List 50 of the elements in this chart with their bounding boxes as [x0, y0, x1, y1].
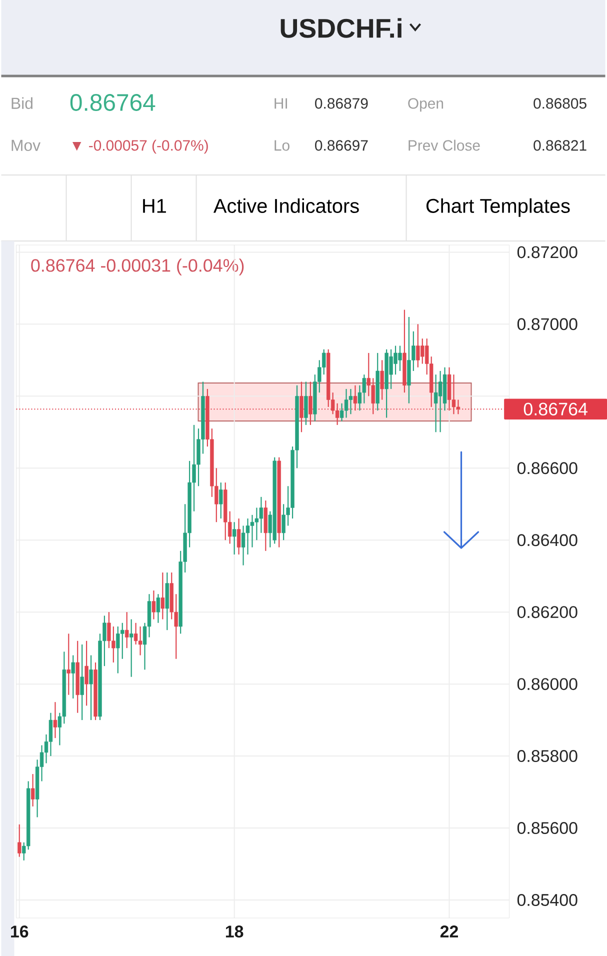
- text: Active Indicators: [213, 198, 359, 213]
- y-tick-label: 0.87000: [517, 318, 578, 330]
- y-tick-label: 0.85800: [517, 750, 578, 762]
- candlestick: [232, 522, 236, 556]
- candlestick: [380, 360, 384, 400]
- candlestick: [304, 381, 308, 426]
- candlestick: [138, 626, 142, 656]
- candlestick: [18, 824, 22, 858]
- y-tick-label: 0.85400: [517, 894, 578, 906]
- candlestick: [160, 572, 164, 620]
- y-tick-label: 0.86600: [517, 462, 578, 474]
- text: Open: [408, 98, 444, 112]
- text: 0.86879: [315, 98, 368, 109]
- x-tick-label: 18: [226, 926, 244, 938]
- text: 0.86764 -0.00031 (-0.04%): [31, 258, 244, 276]
- text: Bid: [12, 97, 32, 109]
- candlestick: [120, 622, 124, 660]
- text: H1: [143, 199, 166, 213]
- candlestick: [152, 590, 156, 620]
- text: 0.86821: [534, 140, 586, 151]
- chart-title: USDCHF.i: [280, 18, 402, 38]
- candlestick: [71, 654, 75, 700]
- y-tick-label: 0.87200: [517, 246, 578, 258]
- candlestick: [156, 594, 160, 624]
- text: HI: [274, 98, 287, 109]
- candlestick: [84, 640, 88, 706]
- candlestick: [80, 644, 84, 721]
- candlestick: [124, 612, 129, 649]
- y-tick-label: 0.85600: [517, 822, 578, 834]
- text: 0.86764: [70, 94, 156, 111]
- candlestick: [30, 773, 35, 807]
- text: 0.86805: [534, 98, 586, 109]
- candlestick: [66, 633, 70, 696]
- y-tick-label: 0.86000: [517, 678, 578, 690]
- candlestick: [53, 702, 58, 739]
- y-tick-label: 0.86400: [517, 534, 578, 546]
- ref-line-label: 0.86764: [524, 402, 588, 416]
- text: Chart Templates: [426, 198, 570, 217]
- candlestick: [236, 518, 241, 556]
- text: ▼ -0.00057 (-0.07%): [72, 140, 208, 154]
- text: 0.86697: [315, 140, 368, 151]
- y-tick-label: 0.86200: [517, 606, 578, 618]
- text: Mov: [12, 140, 40, 151]
- candlestick: [129, 618, 134, 678]
- text: Prev Close: [408, 140, 480, 151]
- x-tick-label: 16: [10, 926, 28, 938]
- candlestick: [219, 482, 223, 520]
- text: Lo: [274, 140, 290, 151]
- x-tick-label: 22: [440, 926, 458, 938]
- candlestick: [89, 654, 93, 721]
